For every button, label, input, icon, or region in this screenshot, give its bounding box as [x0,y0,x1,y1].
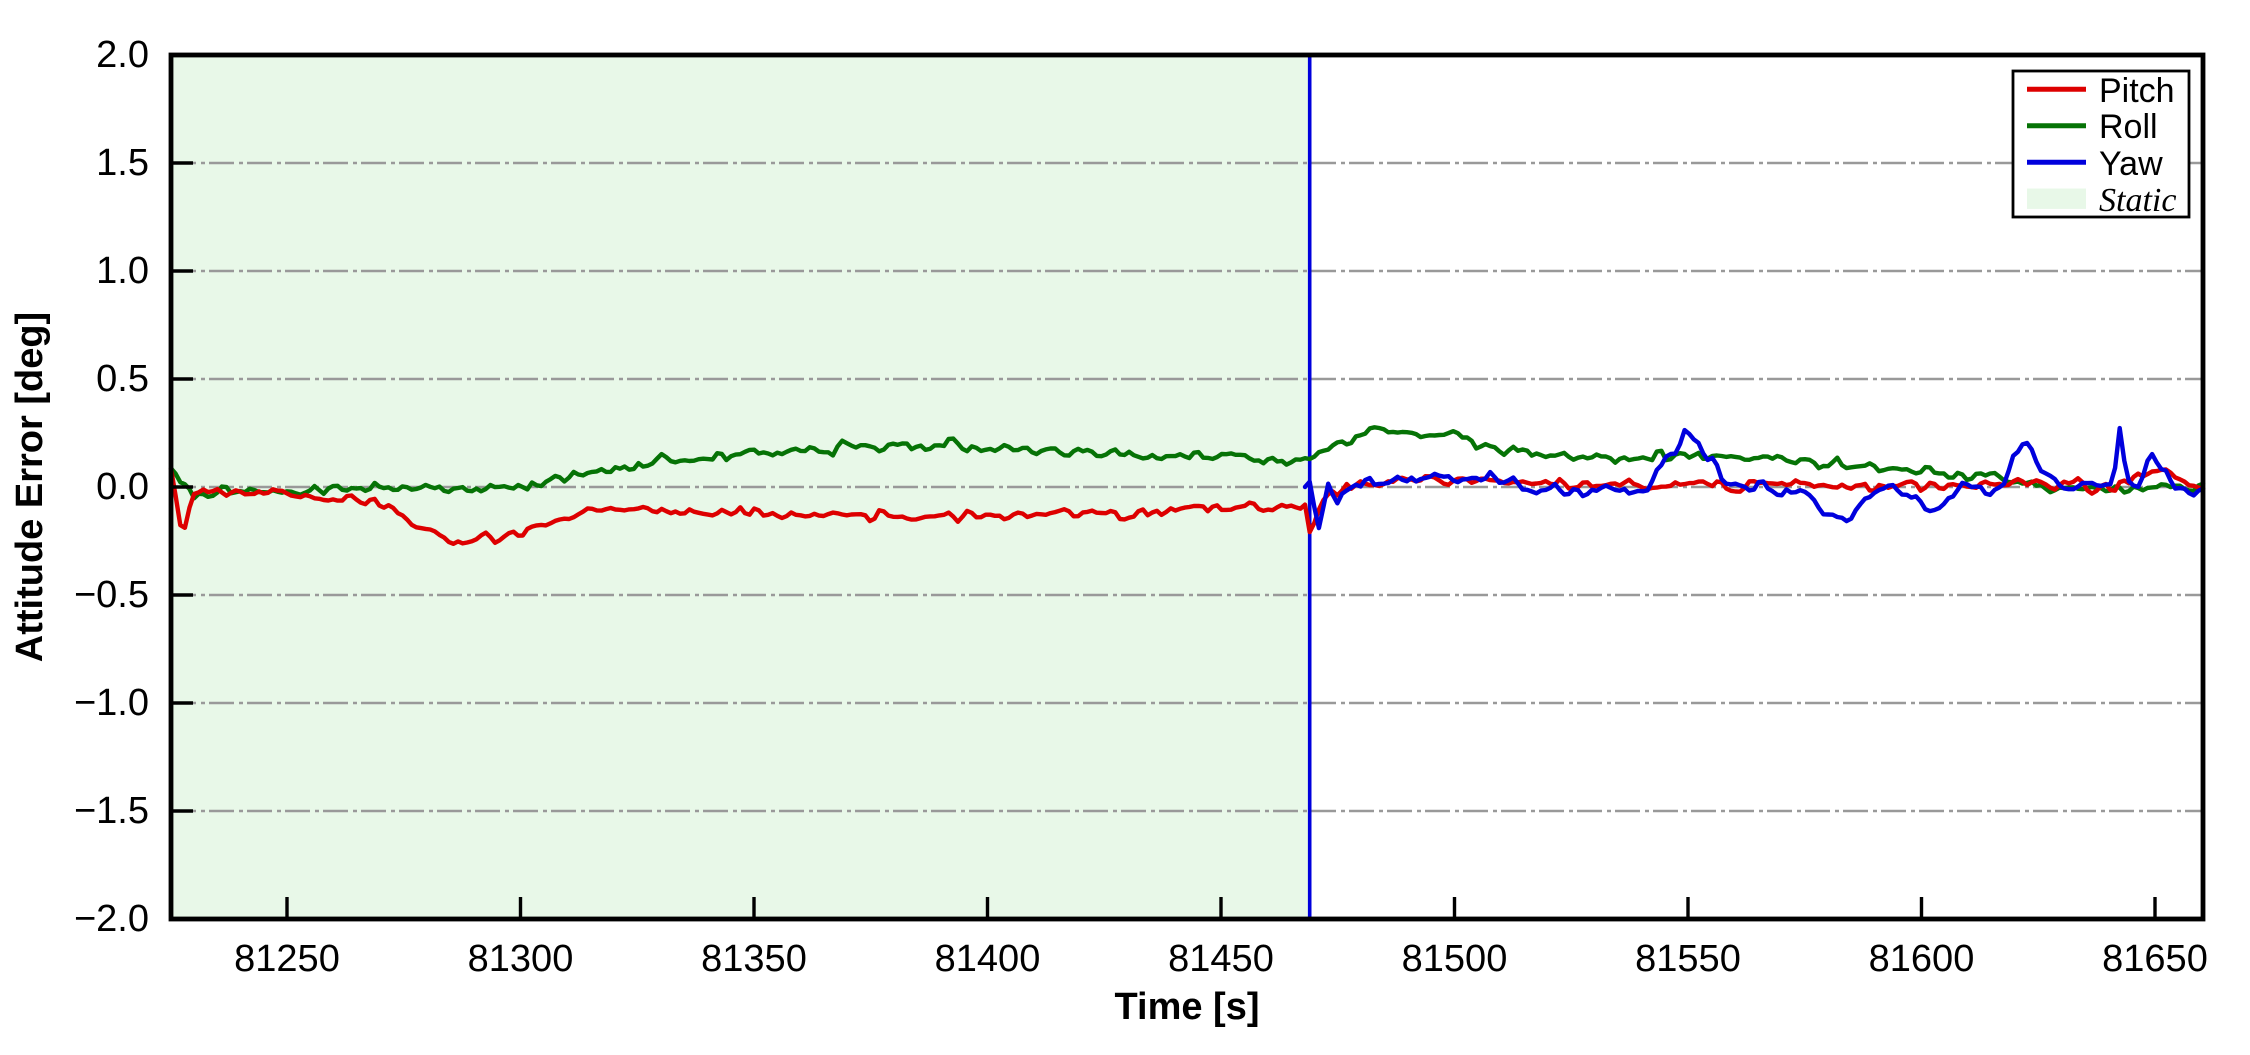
svg-text:81250: 81250 [234,938,340,980]
svg-text:2.0: 2.0 [96,34,149,76]
svg-text:−0.5: −0.5 [74,574,149,616]
svg-text:81600: 81600 [1869,938,1975,980]
svg-text:1.5: 1.5 [96,142,149,184]
svg-text:81450: 81450 [1168,938,1274,980]
svg-text:1.0: 1.0 [96,250,149,292]
svg-text:0.5: 0.5 [96,358,149,400]
svg-text:81400: 81400 [935,938,1041,980]
svg-text:−1.0: −1.0 [74,682,149,724]
svg-text:0.0: 0.0 [96,466,149,508]
svg-text:−2.0: −2.0 [74,898,149,940]
svg-text:Pitch: Pitch [2099,72,2175,110]
svg-text:Yaw: Yaw [2099,145,2163,183]
svg-text:Static: Static [2099,182,2176,219]
svg-text:81650: 81650 [2102,938,2208,980]
svg-text:Roll: Roll [2099,108,2158,146]
svg-text:81350: 81350 [701,938,807,980]
svg-text:81300: 81300 [468,938,574,980]
svg-text:Attitude Error [deg]: Attitude Error [deg] [9,312,51,662]
svg-text:Time [s]: Time [s] [1114,986,1259,1028]
svg-text:81550: 81550 [1635,938,1741,980]
svg-text:81500: 81500 [1402,938,1508,980]
svg-text:−1.5: −1.5 [74,790,149,832]
